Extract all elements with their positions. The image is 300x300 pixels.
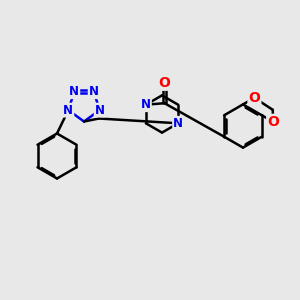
Text: N: N (95, 103, 105, 117)
Text: N: N (69, 85, 79, 98)
Text: N: N (173, 117, 183, 130)
Text: N: N (63, 103, 73, 117)
Text: O: O (159, 76, 170, 90)
Text: O: O (267, 115, 279, 129)
Text: O: O (248, 91, 260, 105)
Text: N: N (89, 85, 99, 98)
Text: N: N (141, 98, 151, 111)
